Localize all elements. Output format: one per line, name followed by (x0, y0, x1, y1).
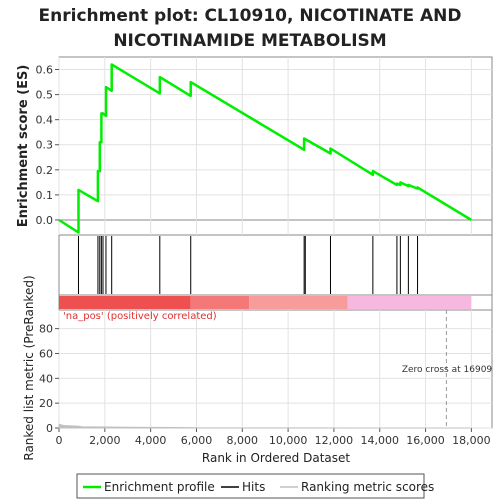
x-tick-label: 14,000 (360, 434, 399, 447)
colorbar-segment (249, 296, 348, 309)
rank-line-group (58, 423, 472, 429)
x-axis-label: Rank in Ordered Dataset (202, 451, 350, 465)
es-line-group (58, 63, 473, 234)
rank-y-tick-label: 60 (39, 347, 53, 360)
positive-correlation-label: 'na_pos' (positively correlated) (63, 311, 217, 322)
x-tick-label: 2,000 (89, 434, 121, 447)
es-y-tick-label: 0.1 (36, 189, 54, 202)
enrichment-profile-line (58, 63, 473, 234)
rank-panel-frame (58, 309, 493, 429)
es-y-tick-label: 0.0 (36, 214, 54, 227)
colorbar-segment (347, 296, 472, 309)
colorbar-segment (59, 296, 191, 309)
legend-label: Enrichment profile (104, 480, 215, 494)
colorbar-group (59, 296, 472, 309)
rank-x-ticks: 0 2,000 4,000 6,000 8,000 10,000 12,000 14,000 1… (56, 428, 491, 447)
rank-y-tick-label: 80 (39, 323, 53, 336)
hits-panel-frame (58, 234, 493, 296)
x-tick-label: 16,000 (406, 434, 445, 447)
legend-box (76, 473, 425, 499)
es-y-axis-label: Enrichment score (ES) (16, 65, 31, 228)
hits-group (77, 236, 419, 294)
ranking-metric-area (58, 423, 472, 429)
es-y-tick-label: 0.6 (36, 64, 54, 77)
chart-title-line2: NICOTINAMIDE METABOLISM (113, 31, 386, 51)
colorbar-segment (190, 296, 250, 309)
rank-y-axis-label: Ranked list metric (PreRanked) (22, 275, 36, 460)
rank-y-tick-label: 0 (46, 422, 53, 435)
zero-cross-label: Zero cross at 16909 (402, 365, 493, 375)
x-tick-label: 10,000 (269, 434, 308, 447)
es-y-ticks: 0.0 0.1 0.2 0.3 0.4 0.5 0.6 (36, 64, 59, 227)
es-y-tick-label: 0.4 (36, 114, 54, 127)
es-y-tick-label: 0.5 (36, 89, 54, 102)
x-tick-label: 6,000 (181, 434, 213, 447)
legend-label: Hits (242, 480, 265, 494)
rank-y-tick-label: 40 (39, 372, 53, 385)
x-tick-label: 12,000 (315, 434, 354, 447)
x-tick-label: 8,000 (227, 434, 259, 447)
es-y-tick-label: 0.3 (36, 139, 54, 152)
x-tick-label: 4,000 (135, 434, 167, 447)
legend-label: Ranking metric scores (301, 480, 434, 494)
x-tick-label: 18,000 (452, 434, 491, 447)
rank-y-ticks: 0 20 40 60 80 (39, 323, 59, 435)
es-y-tick-label: 0.2 (36, 164, 54, 177)
chart-title-line1: Enrichment plot: CL10910, NICOTINATE AND (39, 6, 462, 26)
legend: Enrichment profile Hits Ranking metric sco… (83, 480, 434, 494)
x-tick-label: 0 (56, 434, 63, 447)
rank-y-tick-label: 20 (39, 397, 53, 410)
es-panel-frame (58, 56, 493, 236)
